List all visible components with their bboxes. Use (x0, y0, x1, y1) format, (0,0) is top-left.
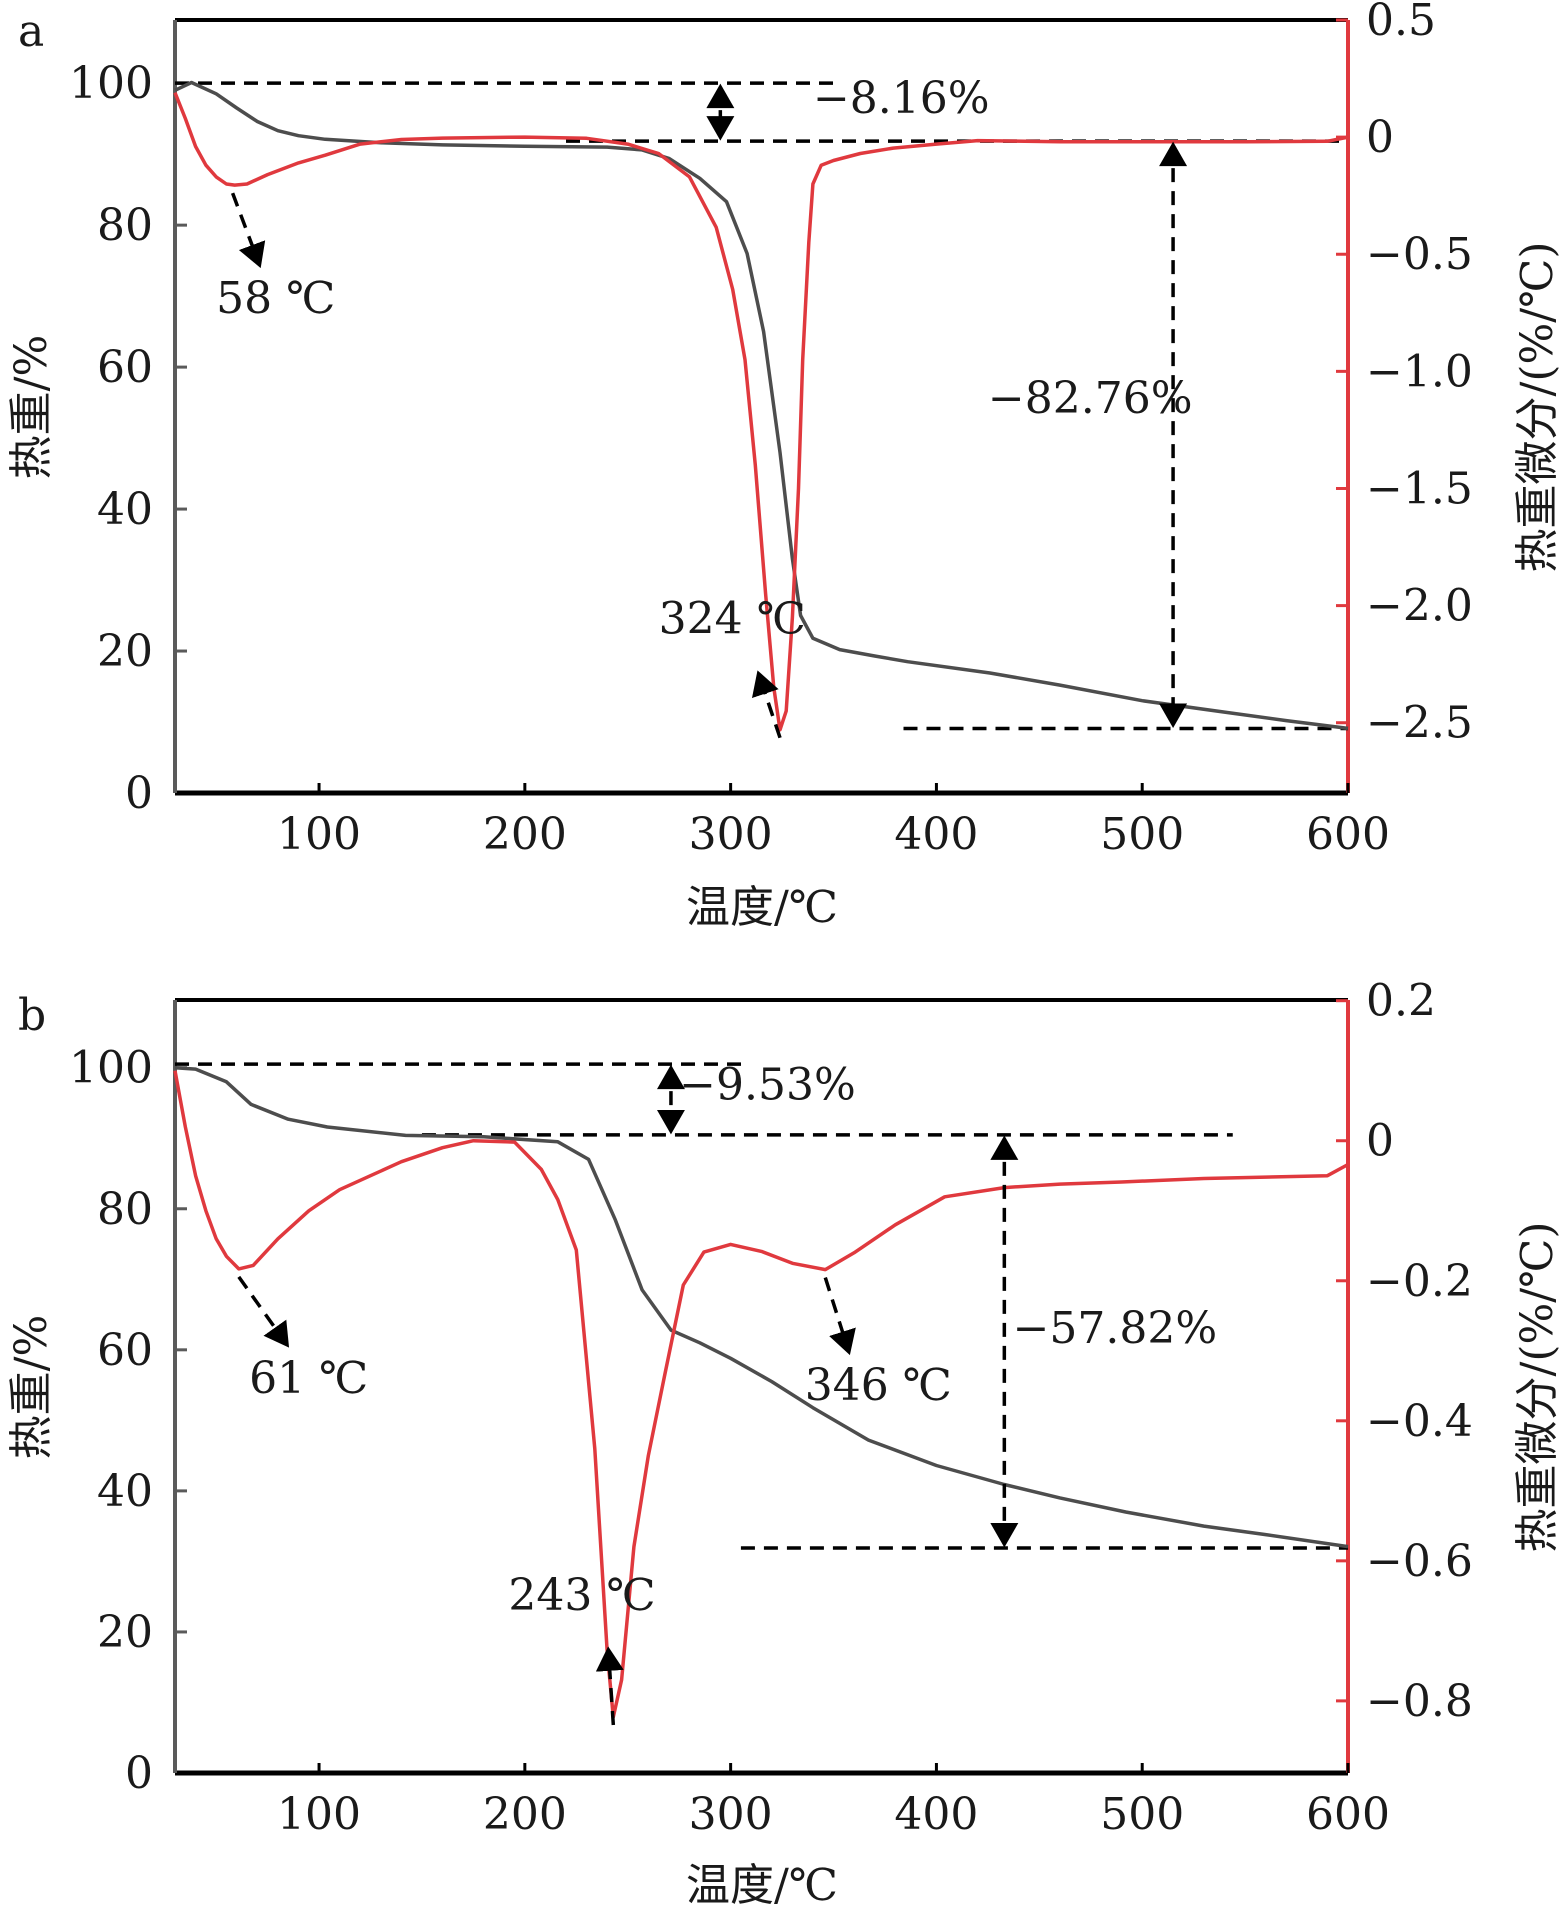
plot-area-b: 100 200 300 400 500 600 0 20 40 60 80 100 −0.8 −0.6 −0… (69, 976, 1473, 1840)
panel-a: a 100 200 300 400 500 600 0 20 40 60 80 100 −2.5 −2.0… (6, 0, 1563, 933)
mass-loss-label: −82.76% (988, 373, 1193, 424)
x-tick-label: 500 (1100, 809, 1184, 860)
y-tick-label-right: 0 (1366, 112, 1394, 163)
y-tick-label-right: −2.5 (1366, 698, 1473, 749)
y-tick-label-left: 40 (97, 1466, 153, 1517)
x-tick-label: 300 (689, 1789, 773, 1840)
y-tick-label-left: 60 (97, 342, 153, 393)
y-tick-label-left: 80 (97, 1184, 153, 1235)
peak-pointer-arrow (751, 670, 782, 739)
y-axis-title-right-a: 热重微分/(%/℃) (1512, 241, 1563, 572)
peak-pointer-arrow (237, 1275, 290, 1348)
peak-temperature-label: 58 ℃ (216, 273, 335, 324)
dtg-curve (173, 91, 1349, 732)
x-tick-label: 100 (277, 809, 361, 860)
y-tick-label-left: 20 (97, 626, 153, 677)
x-tick-label: 600 (1306, 1789, 1390, 1840)
y-tick-label-right: 0.5 (1366, 0, 1436, 46)
peak-pointer-arrow (595, 1646, 624, 1726)
panel-b: b 100 200 300 400 500 600 0 20 40 60 80 100 −0.8 −0.6… (6, 976, 1563, 1911)
peak-pointer-arrow (230, 192, 266, 269)
plot-area-a: 100 200 300 400 500 600 0 20 40 60 80 100 −2.5 −2.0 −1… (69, 0, 1473, 860)
panel-label-a: a (18, 6, 44, 57)
x-tick-label: 500 (1100, 1789, 1184, 1840)
panel-label-b: b (18, 990, 46, 1041)
y-axis-title-left-a: 热重/% (6, 335, 57, 480)
y-tick-label-left: 0 (125, 1748, 153, 1799)
peak-temperature-label: 324 ℃ (659, 594, 806, 645)
tg-curve (174, 80, 1349, 731)
y-tick-label-left: 100 (69, 58, 153, 109)
y-tick-label-left: 0 (125, 768, 153, 819)
peak-temperature-label: 243 ℃ (508, 1570, 655, 1621)
y-tick-label-right: −0.4 (1366, 1396, 1473, 1447)
y-tick-label-right: −1.5 (1366, 463, 1473, 514)
y-tick-label-left: 80 (97, 200, 153, 251)
y-tick-label-right: −0.8 (1366, 1676, 1473, 1727)
x-tick-label: 200 (483, 809, 567, 860)
y-axis-title-left-b: 热重/% (6, 1315, 57, 1460)
x-tick-label: 100 (277, 1789, 361, 1840)
dtg-curve (173, 1070, 1349, 1719)
mass-loss-label: −9.53% (679, 1059, 856, 1110)
mass-loss-label: −8.16% (813, 73, 990, 124)
peak-temperature-label: 346 ℃ (805, 1360, 952, 1411)
y-tick-label-right: −0.6 (1366, 1536, 1473, 1587)
y-tick-label-left: 60 (97, 1325, 153, 1376)
x-tick-label: 300 (689, 809, 773, 860)
x-axis-title-a: 温度/℃ (686, 882, 838, 933)
y-tick-label-right: −1.0 (1366, 346, 1473, 397)
y-tick-label-right: −2.0 (1366, 581, 1473, 632)
mass-loss-label: −57.82% (1013, 1303, 1218, 1354)
x-tick-label: 200 (483, 1789, 567, 1840)
y-tick-label-right: 0.2 (1366, 976, 1436, 1027)
peak-pointer-arrow (823, 1277, 856, 1356)
peak-temperature-label: 61 ℃ (249, 1353, 368, 1404)
y-axis-title-right-b: 热重微分/(%/℃) (1512, 1221, 1563, 1552)
x-tick-label: 400 (894, 1789, 978, 1840)
x-tick-label: 600 (1306, 809, 1390, 860)
y-tick-label-right: −0.2 (1366, 1256, 1473, 1307)
x-axis-title-b: 温度/℃ (686, 1860, 838, 1911)
y-tick-label-left: 20 (97, 1607, 153, 1658)
y-tick-label-right: −0.5 (1366, 229, 1473, 280)
y-tick-label-left: 100 (69, 1043, 153, 1094)
x-tick-label: 400 (894, 809, 978, 860)
y-tick-label-right: 0 (1366, 1116, 1394, 1167)
tg-curve (174, 1065, 1349, 1549)
y-tick-label-left: 40 (97, 484, 153, 535)
